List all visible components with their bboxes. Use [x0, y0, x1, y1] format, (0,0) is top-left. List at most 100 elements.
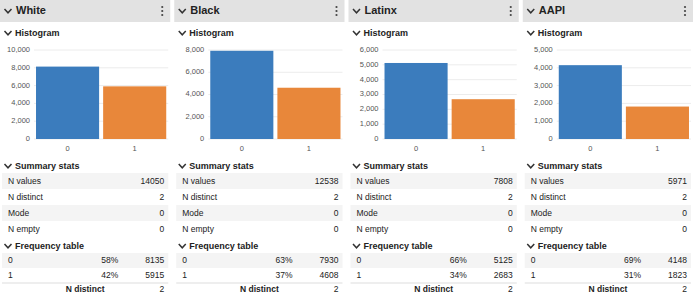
x-tick-label: 1 [133, 144, 137, 153]
table-row [525, 205, 691, 221]
section-title: Frequency table [538, 241, 607, 251]
panel-header [349, 0, 519, 22]
freq-count: 5125 [494, 255, 513, 265]
freq-count: 8135 [145, 255, 164, 265]
menu-dot [335, 14, 337, 16]
chevron [179, 164, 186, 168]
footer-label: N distinct [589, 284, 628, 294]
menu-dot [684, 14, 686, 16]
menu-dot [161, 6, 163, 8]
table-row [176, 189, 342, 205]
grid-line [557, 50, 691, 51]
table-row [351, 221, 517, 237]
freq-percent: 31% [624, 270, 641, 280]
y-tick-label: 6,000 [11, 81, 30, 90]
x-tick-label: 1 [481, 144, 485, 153]
y-tick-label: 5,000 [534, 45, 553, 54]
panel-title: AAPI [539, 4, 565, 16]
y-tick-label: 8,000 [185, 45, 204, 54]
panel-header [0, 0, 170, 22]
stat-value: 5971 [668, 176, 687, 186]
table-row [176, 221, 342, 237]
menu-dot [684, 10, 686, 12]
freq-percent: 66% [450, 255, 467, 265]
dashboard: WhiteHistogram02,0004,0006,0008,00010,00… [0, 0, 693, 299]
stat-value: 0 [682, 208, 687, 218]
panel-title: White [16, 4, 46, 16]
menu-dot [335, 6, 337, 8]
stat-value: 2 [682, 192, 687, 202]
bars [385, 63, 515, 139]
stat-value: 0 [334, 224, 339, 234]
table-row [176, 205, 342, 221]
stat-label: N distinct [531, 192, 567, 202]
table-row [351, 268, 517, 283]
chevron [527, 31, 534, 35]
y-tick-label: 1,000 [534, 116, 553, 125]
stat-value: 0 [334, 208, 339, 218]
freq-percent: 69% [624, 255, 641, 265]
chevron [5, 244, 12, 248]
bar [210, 51, 273, 139]
stat-value: 0 [160, 208, 165, 218]
section-title: Histogram [364, 28, 409, 38]
stat-label: N empty [8, 224, 40, 234]
stat-label: N distinct [8, 192, 44, 202]
menu-dot [510, 10, 512, 12]
chevron [527, 9, 534, 13]
x-tick-label: 0 [240, 144, 244, 153]
chevron [5, 31, 12, 35]
y-tick-label: 6,000 [185, 67, 204, 76]
y-tick-label: 1,000 [360, 119, 379, 128]
section-title: Frequency table [189, 241, 258, 251]
freq-percent: 42% [101, 270, 118, 280]
section-title: Summary stats [15, 161, 80, 171]
section-title: Summary stats [364, 161, 429, 171]
grid-line [208, 50, 342, 51]
footer-label: N distinct [414, 284, 453, 294]
stat-value: 0 [682, 224, 687, 234]
chevron [527, 244, 534, 248]
y-tick-label: 5,000 [360, 60, 379, 69]
stat-value: 7808 [494, 176, 513, 186]
table-row [2, 253, 168, 268]
bars [559, 65, 689, 139]
section-title: Summary stats [189, 161, 254, 171]
y-tick-label: 4,000 [185, 89, 204, 98]
section-title: Histogram [15, 28, 60, 38]
chevron [179, 9, 186, 13]
bar [559, 65, 622, 139]
panel-header [174, 0, 344, 22]
footer-label: N distinct [66, 284, 105, 294]
y-tick-label: 2,000 [185, 112, 204, 121]
freq-percent: 63% [275, 255, 292, 265]
section-title: Frequency table [15, 241, 84, 251]
freq-category: 0 [8, 255, 13, 265]
bar [385, 63, 448, 139]
freq-category: 1 [182, 270, 187, 280]
y-tick-label: 4,000 [534, 63, 553, 72]
bar [277, 88, 340, 139]
bar [36, 67, 99, 139]
stat-value: 2 [334, 192, 339, 202]
table-row [2, 268, 168, 283]
panel: BlackHistogram02,0004,0006,0008,00001Sum… [174, 0, 344, 294]
freq-category: 1 [531, 270, 536, 280]
footer-label: N distinct [240, 284, 279, 294]
freq-category: 1 [8, 270, 13, 280]
y-tick-label: 0 [200, 134, 204, 143]
table-row [525, 268, 691, 283]
y-tick-label: 0 [374, 134, 378, 143]
chevron [353, 31, 360, 35]
y-tick-label: 4,000 [11, 98, 30, 107]
freq-percent: 34% [450, 270, 467, 280]
stat-value: 0 [508, 224, 513, 234]
chevron [353, 244, 360, 248]
table-row [2, 221, 168, 237]
panel-title: Latinx [365, 4, 398, 16]
x-tick-label: 0 [65, 144, 69, 153]
table-row [176, 173, 342, 189]
panel: LatinxHistogram01,0002,0003,0004,0005,00… [349, 0, 519, 294]
freq-count: 4148 [668, 255, 687, 265]
freq-category: 1 [357, 270, 362, 280]
